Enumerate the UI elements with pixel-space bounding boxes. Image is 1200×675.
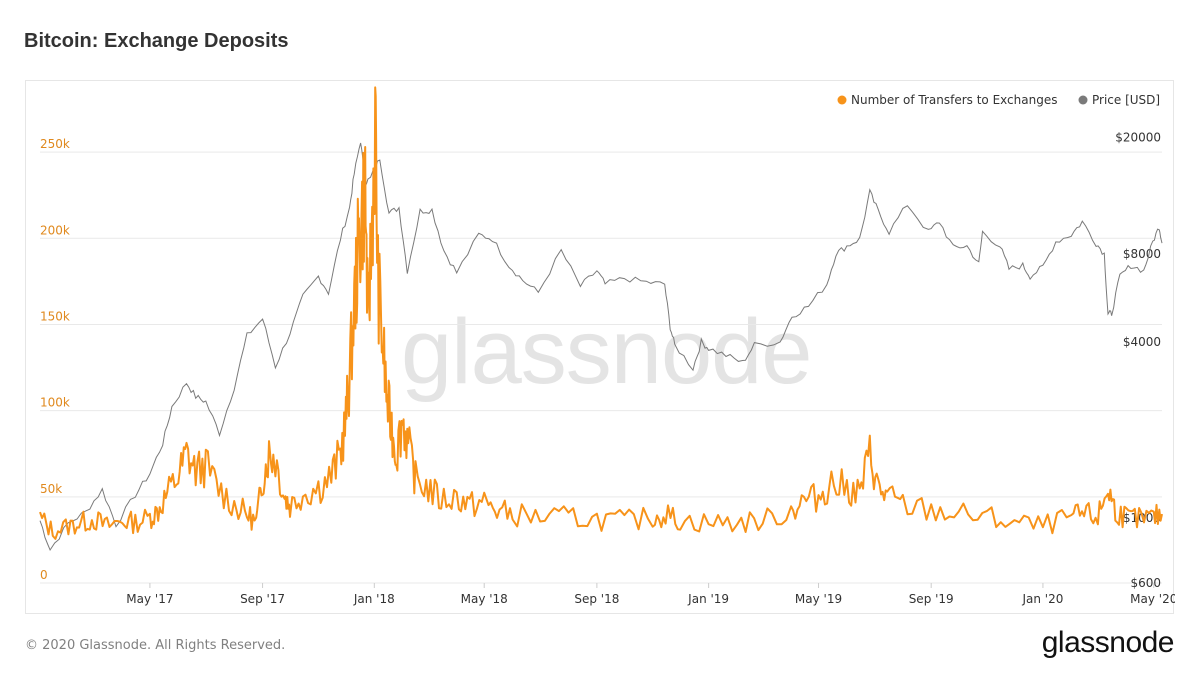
transfers-line[interactable] [39, 86, 1163, 540]
x-axis: May '17 Sep '17 Jan '18 May '18 Sep '18 Jan '… [126, 583, 1175, 606]
right-axis: $600$1000$4000$8000$20000 [1115, 130, 1161, 590]
left-tick-label: 50k [40, 482, 62, 496]
legend-dot-price [1078, 95, 1088, 105]
left-tick-label: 0 [40, 568, 48, 582]
legend: Number of Transfers to Exchanges Price [… [837, 93, 1161, 107]
legend-label-price: Price [USD] [1092, 93, 1160, 107]
left-tick-label: 150k [40, 309, 70, 323]
price-line[interactable] [39, 142, 1163, 552]
right-tick-label: $600 [1130, 576, 1161, 590]
x-tick-label: May '18 [461, 592, 508, 606]
watermark: glassnode [401, 301, 811, 403]
legend-item-transfers[interactable]: Number of Transfers to Exchanges [837, 93, 1058, 107]
x-tick-label: Sep '18 [574, 592, 619, 606]
page-title: Bitcoin: Exchange Deposits [24, 30, 289, 52]
left-axis: 0 50k 100k 150k 200k 250k [40, 137, 70, 582]
right-tick-label: $4000 [1123, 335, 1161, 349]
x-tick-label: May '17 [126, 592, 173, 606]
legend-dot-transfers [837, 95, 847, 105]
left-tick-label: 250k [40, 137, 70, 151]
glassnode-logo[interactable]: glassnode [1041, 626, 1175, 659]
right-tick-label: $8000 [1123, 247, 1161, 261]
left-tick-label: 200k [40, 223, 70, 237]
x-tick-label: Jan '18 [353, 592, 395, 606]
left-tick-label: 100k [40, 396, 70, 410]
x-tick-label: Sep '19 [909, 592, 954, 606]
legend-label-transfers: Number of Transfers to Exchanges [851, 93, 1057, 107]
x-tick-label: May '19 [795, 592, 842, 606]
x-tick-label: May '20 [1130, 592, 1175, 606]
x-tick-label: Jan '19 [687, 592, 729, 606]
x-tick-label: Sep '17 [240, 592, 285, 606]
footer-copyright: © 2020 Glassnode. All Rights Reserved. [25, 638, 286, 653]
x-tick-label: Jan '20 [1021, 592, 1063, 606]
right-tick-label: $20000 [1115, 130, 1161, 144]
legend-item-price[interactable]: Price [USD] [1078, 93, 1161, 107]
chart-frame: glassnode 0 50k 100k 150k 200k 250k $600 $1000… [25, 80, 1175, 614]
